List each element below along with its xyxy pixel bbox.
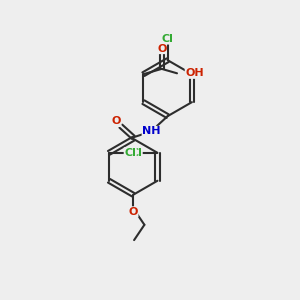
Text: O: O — [112, 116, 121, 126]
Text: O: O — [128, 207, 138, 217]
Text: O: O — [157, 44, 166, 54]
Text: Cl: Cl — [162, 34, 174, 44]
Text: OH: OH — [185, 68, 204, 78]
Text: Cl: Cl — [124, 148, 136, 158]
Text: Cl: Cl — [130, 148, 142, 158]
Text: NH: NH — [142, 126, 161, 136]
